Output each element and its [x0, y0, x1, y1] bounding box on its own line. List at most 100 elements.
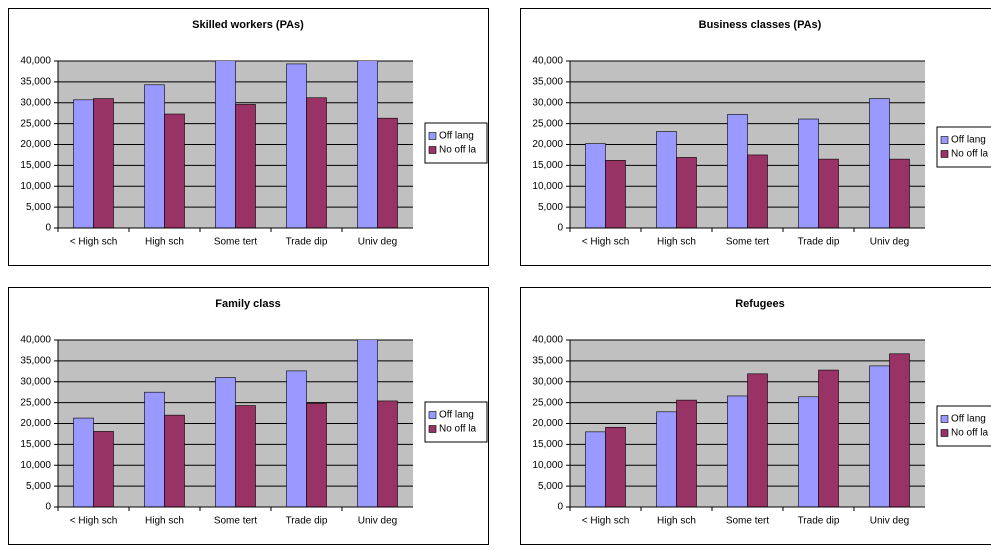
bar — [585, 143, 606, 228]
y-tick-label: 40,000 — [532, 335, 563, 346]
y-tick-label: 5,000 — [538, 202, 563, 213]
bar — [605, 426, 626, 507]
bar — [357, 340, 378, 507]
bar — [306, 97, 327, 228]
y-tick-label: 30,000 — [20, 97, 51, 108]
y-tick-label: 5,000 — [26, 202, 51, 213]
bar — [164, 414, 185, 507]
bar — [73, 99, 94, 228]
legend-swatch — [940, 415, 949, 423]
bar — [286, 370, 307, 507]
legend-swatch — [428, 132, 437, 140]
x-tick-label: High sch — [145, 237, 184, 248]
bar — [889, 353, 910, 507]
chart-title: Skilled workers (PAs) — [192, 19, 304, 31]
y-tick-label: 0 — [557, 223, 563, 234]
bar — [676, 157, 697, 228]
x-tick-label: < High sch — [70, 237, 118, 248]
bar — [869, 98, 890, 228]
bar — [656, 411, 677, 507]
y-tick-label: 5,000 — [538, 481, 563, 492]
legend-label: No off la — [439, 145, 476, 156]
x-tick-label: Univ deg — [358, 237, 397, 248]
chart-title: Refugees — [735, 298, 785, 310]
bar — [798, 396, 819, 507]
y-tick-label: 10,000 — [20, 181, 51, 192]
legend-box — [424, 122, 488, 164]
y-tick-label: 20,000 — [532, 418, 563, 429]
bar — [357, 61, 378, 228]
y-tick-label: 40,000 — [20, 335, 51, 346]
y-tick-label: 20,000 — [20, 139, 51, 150]
x-tick-label: Trade dip — [798, 516, 840, 527]
legend-label: No off la — [951, 428, 988, 439]
bar — [798, 118, 819, 228]
bar — [377, 400, 398, 507]
y-tick-label: 20,000 — [532, 139, 563, 150]
bar — [818, 158, 839, 228]
x-tick-label: High sch — [657, 237, 696, 248]
y-tick-label: 5,000 — [26, 481, 51, 492]
x-tick-label: High sch — [145, 516, 184, 527]
legend-box — [936, 126, 991, 168]
y-tick-label: 35,000 — [532, 356, 563, 367]
bar — [235, 104, 256, 228]
x-tick-label: < High sch — [582, 237, 630, 248]
y-tick-label: 25,000 — [532, 118, 563, 129]
bar — [869, 365, 890, 507]
x-tick-label: Univ deg — [870, 237, 909, 248]
y-tick-label: 15,000 — [532, 439, 563, 450]
y-tick-label: 10,000 — [20, 460, 51, 471]
legend-label: Off lang — [439, 410, 474, 421]
legend-swatch — [428, 411, 437, 419]
bar — [818, 369, 839, 507]
legend-swatch — [940, 429, 949, 437]
bar — [144, 84, 165, 228]
y-tick-label: 25,000 — [20, 397, 51, 408]
bars — [73, 340, 398, 507]
chart: Business classes (PAs) 0 5,000 10,000 15,000… — [520, 8, 991, 266]
bars — [73, 61, 398, 228]
y-tick-label: 25,000 — [20, 118, 51, 129]
chart: Skilled workers (PAs) 0 5,000 10,000 15,000 2… — [8, 8, 489, 266]
legend-label: Off lang — [951, 414, 986, 425]
y-tick-label: 30,000 — [532, 97, 563, 108]
bar — [676, 399, 697, 507]
bars — [585, 353, 910, 507]
legend-label: No off la — [439, 424, 476, 435]
legend-box — [936, 405, 991, 447]
legend-label: Off lang — [951, 135, 986, 146]
x-tick-label: Univ deg — [358, 516, 397, 527]
x-tick-label: Some tert — [726, 516, 770, 527]
bar — [235, 405, 256, 507]
y-tick-label: 35,000 — [20, 77, 51, 88]
legend-swatch — [940, 136, 949, 144]
bar — [164, 113, 185, 228]
legend-swatch — [428, 425, 437, 433]
legend-label: No off la — [951, 149, 988, 160]
bar — [656, 131, 677, 228]
y-tick-label: 15,000 — [20, 160, 51, 171]
bars — [585, 98, 910, 228]
x-tick-label: Some tert — [214, 516, 258, 527]
x-tick-label: Trade dip — [286, 516, 328, 527]
chart-title: Family class — [215, 298, 280, 310]
y-tick-label: 0 — [557, 502, 563, 513]
y-tick-label: 40,000 — [20, 56, 51, 67]
y-tick-label: 10,000 — [532, 460, 563, 471]
y-tick-label: 30,000 — [20, 376, 51, 387]
y-tick-label: 0 — [45, 502, 51, 513]
bar — [215, 377, 236, 507]
bar — [215, 61, 236, 228]
x-tick-label: Univ deg — [870, 516, 909, 527]
y-tick-label: 40,000 — [532, 56, 563, 67]
y-tick-label: 15,000 — [20, 439, 51, 450]
bar — [605, 160, 626, 228]
bar — [889, 158, 910, 228]
bar — [286, 63, 307, 228]
bar — [727, 395, 748, 507]
y-tick-label: 35,000 — [20, 356, 51, 367]
x-tick-label: Some tert — [726, 237, 770, 248]
